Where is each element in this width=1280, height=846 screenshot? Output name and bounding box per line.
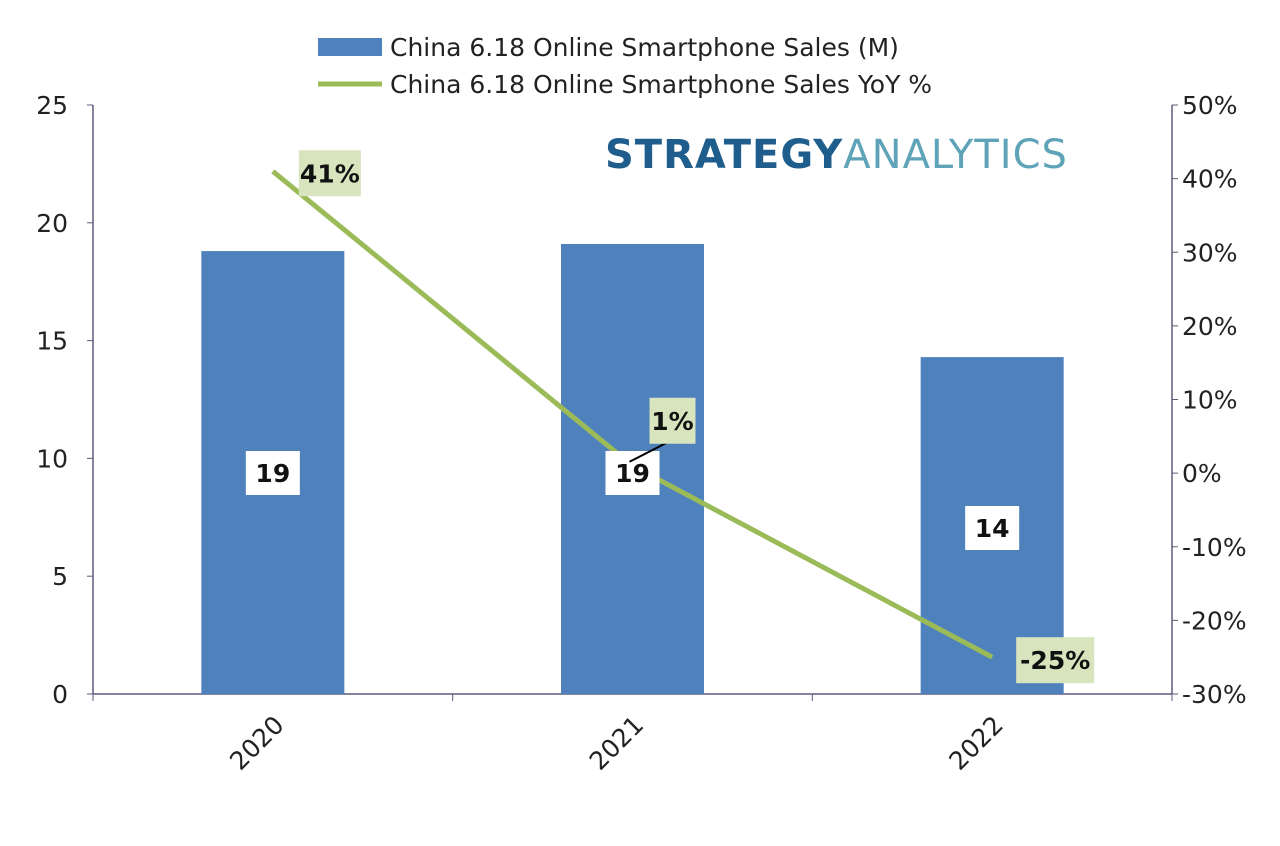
y-left-tick-label: 15 (36, 327, 68, 356)
legend-label-bar: China 6.18 Online Smartphone Sales (M) (390, 33, 899, 62)
bar-data-label: 14 (975, 514, 1010, 543)
y-right-tick-label: 30% (1182, 238, 1238, 267)
y-right-tick-label: 10% (1182, 386, 1238, 415)
y-left-tick-label: 10 (36, 444, 68, 473)
y-left-tick-label: 5 (52, 562, 68, 591)
legend-swatch-bar (318, 38, 382, 56)
line-data-label-box (1016, 637, 1095, 684)
y-right-tick-label: 40% (1182, 165, 1238, 194)
y-left-tick-label: 20 (36, 209, 68, 238)
x-tick-label: 2022 (943, 710, 1008, 775)
y-right-tick-label: -10% (1182, 533, 1247, 562)
strategy-analytics-logo: STRATEGYANALYTICS (605, 132, 1068, 178)
line-data-label: 1% (651, 407, 693, 436)
bar-data-label-box (965, 506, 1020, 550)
line-data-label: -25% (1020, 646, 1090, 675)
y-right-tick-label: -20% (1182, 606, 1247, 635)
line-data-label-box (298, 150, 361, 197)
logo-part-strategy: STRATEGY (605, 132, 843, 178)
bar-data-label: 19 (255, 459, 290, 488)
bar-data-label: 19 (615, 459, 650, 488)
logo-part-analytics: ANALYTICS (843, 132, 1068, 178)
legend: China 6.18 Online Smartphone Sales (M) C… (318, 33, 932, 99)
y-right-tick-label: 0% (1182, 459, 1222, 488)
bar-data-label-box (605, 451, 660, 495)
y-left-tick-label: 0 (52, 680, 68, 709)
y-right-tick-label: -30% (1182, 680, 1247, 709)
line-data-label-box (649, 397, 696, 444)
y-right-tick-label: 50% (1182, 91, 1238, 120)
y-left-tick-label: 25 (36, 91, 68, 120)
x-tick-label: 2020 (224, 710, 289, 775)
x-tick-label: 2021 (584, 710, 649, 775)
line-data-label: 41% (300, 159, 360, 188)
legend-label-line: China 6.18 Online Smartphone Sales YoY % (390, 70, 932, 99)
bar-data-label-box (245, 451, 300, 495)
y-right-tick-label: 20% (1182, 312, 1238, 341)
data-labels: 19 19 14 41% 1% -25% (245, 150, 1095, 684)
